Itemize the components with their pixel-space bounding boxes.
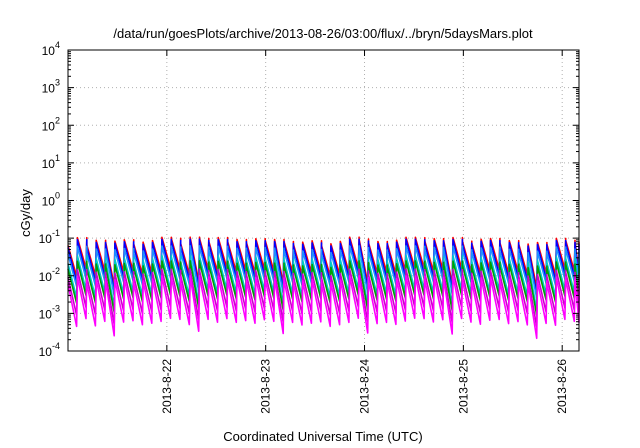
- x-axis-label: Coordinated Universal Time (UTC): [223, 429, 422, 444]
- y-tick-label: 101: [42, 153, 60, 171]
- y-tick-exponent: -1: [52, 228, 60, 238]
- y-tick-label: 102: [42, 115, 60, 133]
- y-tick-exponent: -3: [52, 303, 60, 313]
- chart-title: /data/run/goesPlots/archive/2013-08-26/0…: [113, 26, 533, 41]
- x-tick-label: 2013-8-26: [555, 359, 569, 414]
- series-line: [67, 275, 580, 340]
- grid: [68, 50, 579, 351]
- y-tick-label: 10-1: [39, 228, 60, 246]
- x-ticks: 2013-8-22 2013-8-23 2013-8-24 2013-8-25 2013…: [160, 50, 569, 414]
- y-tick-label: 10-3: [39, 303, 60, 321]
- y-tick-label: 104: [42, 40, 60, 58]
- y-tick-label: 100: [42, 191, 60, 209]
- y-tick-exponent: -2: [52, 266, 60, 276]
- x-tick-label: 2013-8-23: [259, 359, 273, 414]
- y-axis-label: cGy/day: [18, 189, 33, 237]
- x-tick-label: 2013-8-22: [160, 359, 174, 414]
- series-group: [67, 236, 580, 340]
- y-tick-exponent: 4: [55, 40, 60, 50]
- y-tick-label: 103: [42, 78, 60, 96]
- y-tick-exponent: 3: [55, 78, 60, 88]
- x-tick-label: 2013-8-24: [358, 359, 372, 414]
- y-tick-exponent: 0: [55, 191, 60, 201]
- x-tick-label: 2013-8-25: [456, 359, 470, 414]
- y-tick-label: 10-4: [39, 341, 60, 359]
- y-tick-exponent: -4: [52, 341, 60, 351]
- y-tick-exponent: 2: [55, 115, 60, 125]
- y-tick-exponent: 1: [55, 153, 60, 163]
- y-tick-label: 10-2: [39, 266, 60, 284]
